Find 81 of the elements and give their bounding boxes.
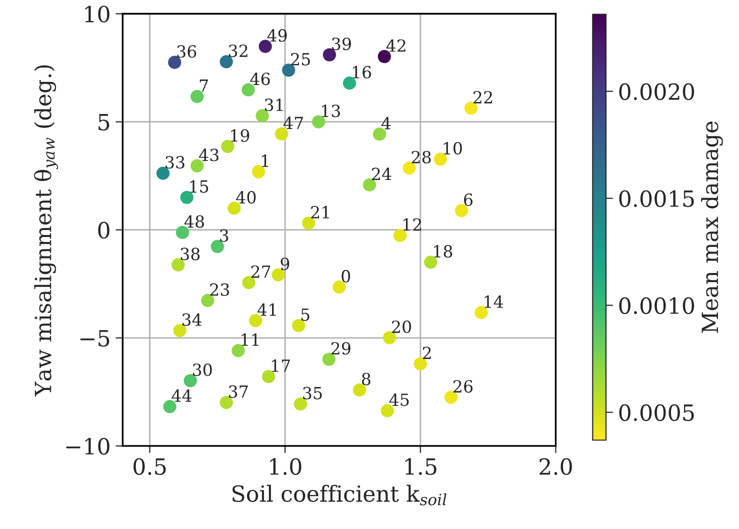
annotation: 22 [474, 90, 492, 104]
annotation: 19 [231, 129, 250, 142]
annotation: 10 [444, 142, 462, 155]
annotation: 28 [412, 150, 431, 164]
annotation: 12 [404, 218, 422, 231]
annotation: 7 [200, 80, 208, 92]
point [332, 280, 346, 294]
annotation: 4 [381, 116, 391, 130]
x-tick-label: 2.0 [540, 458, 572, 475]
annotation: 41 [257, 303, 276, 316]
y-tick-label: −10 [66, 438, 110, 455]
x-tick-label: 1.5 [405, 458, 436, 475]
y-tick-label: 0 [98, 222, 110, 239]
point [362, 178, 376, 192]
point [282, 64, 296, 77]
color-bar-title: Mean max damage [701, 122, 723, 333]
x-tick-label: 0.5 [134, 458, 166, 475]
annotation: 25 [291, 52, 310, 66]
point [464, 102, 478, 115]
annotation: 33 [166, 156, 184, 169]
x-axis-title: Soil coefficient k$_{soil}$ [232, 484, 446, 506]
annotation: 21 [311, 206, 329, 218]
annotation: 16 [352, 66, 372, 79]
annotation: 23 [210, 283, 230, 296]
annotation: 31 [264, 98, 283, 112]
annotation: 6 [464, 193, 472, 206]
annotation: 27 [251, 265, 270, 278]
point [232, 344, 245, 358]
annotation: 34 [182, 313, 202, 326]
color-bar-label: 0.0005 [619, 404, 694, 422]
point [372, 128, 386, 141]
annotation: 35 [303, 386, 322, 400]
annotation: 1 [262, 154, 268, 167]
annotation: 37 [228, 385, 248, 398]
point [163, 400, 176, 414]
color-bar-label: 0.0015 [619, 190, 694, 208]
annotation: 15 [190, 180, 208, 193]
annotation: 3 [220, 229, 228, 242]
annotation: 43 [199, 148, 218, 162]
annotation: 18 [434, 245, 452, 258]
annotation: 40 [236, 191, 256, 204]
point [414, 357, 427, 370]
point [252, 165, 266, 178]
point [474, 306, 488, 320]
annotation: 30 [193, 363, 212, 376]
annotation: 9 [280, 258, 290, 270]
annotation: 44 [172, 389, 192, 402]
y-tick-label: −5 [80, 330, 110, 347]
annotation: 48 [184, 215, 204, 228]
point [454, 204, 468, 218]
annotation: 17 [272, 359, 290, 372]
annotation: 45 [389, 394, 409, 406]
annotation: 47 [283, 116, 303, 130]
annotation: 2 [422, 346, 431, 359]
annotation: 20 [392, 320, 412, 334]
annotation: 13 [322, 104, 340, 118]
x-tick-label: 1.0 [270, 458, 302, 475]
annotation: 46 [250, 72, 270, 86]
annotation: 0 [342, 270, 350, 282]
annotation: 14 [484, 295, 504, 308]
annotation: 5 [301, 308, 310, 321]
y-tick-label: 5 [98, 114, 110, 131]
annotation: 36 [177, 45, 196, 58]
annotation: 39 [332, 38, 351, 50]
annotation: 8 [362, 372, 370, 386]
color-bar-label: 0.0010 [619, 297, 694, 314]
annotation: 32 [228, 44, 248, 58]
point [342, 76, 356, 90]
point [248, 314, 262, 328]
point [274, 127, 288, 140]
annotation: 29 [331, 342, 350, 355]
annotation: 49 [267, 29, 287, 42]
annotation: 42 [386, 39, 406, 52]
annotation: 11 [242, 333, 258, 346]
y-axis-title: Yaw misalignment θ$_{yaw}$ (deg.) [34, 65, 58, 397]
annotation: 24 [372, 168, 392, 180]
point [302, 216, 316, 230]
y-tick-label: 10 [85, 6, 110, 23]
annotation: 38 [180, 248, 200, 260]
annotation: 26 [454, 380, 473, 393]
color-bar-label: 0.0020 [619, 83, 694, 100]
